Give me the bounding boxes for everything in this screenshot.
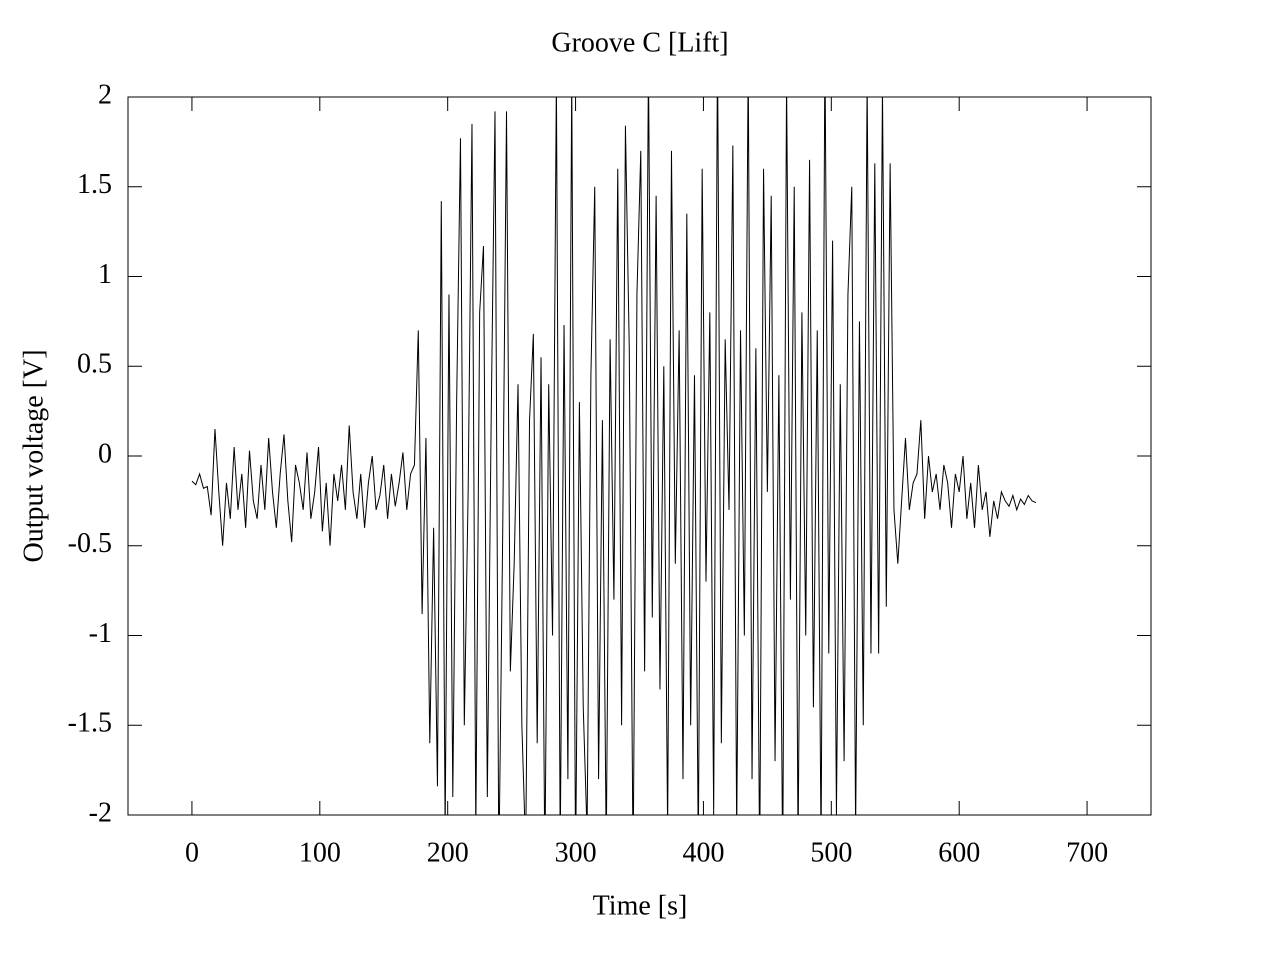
x-axis-label: Time [s]	[593, 890, 688, 921]
y-tick-label: -1	[89, 618, 112, 649]
y-tick-label: 1	[98, 259, 112, 290]
y-tick-label: 0	[98, 438, 112, 469]
y-axis-label: Output voltage [V]	[18, 349, 49, 562]
y-tick-label: -2	[89, 797, 112, 828]
chart-title: Groove C [Lift]	[551, 27, 728, 58]
y-tick-label: 1.5	[77, 169, 112, 200]
data-line	[191, 97, 1037, 815]
y-tick-label: 2	[98, 79, 112, 110]
x-tick-label: 200	[427, 837, 469, 868]
x-tick-label: 500	[810, 837, 852, 868]
x-tick-label: 300	[555, 837, 597, 868]
x-tick-label: 0	[185, 837, 199, 868]
x-tick-label: 400	[682, 837, 724, 868]
x-tick-label: 600	[938, 837, 980, 868]
y-tick-label: 0.5	[77, 349, 112, 380]
y-tick-label: -1.5	[68, 708, 112, 739]
y-tick-label: -0.5	[68, 528, 112, 559]
x-tick-label: 100	[299, 837, 341, 868]
x-tick-label: 700	[1066, 837, 1108, 868]
